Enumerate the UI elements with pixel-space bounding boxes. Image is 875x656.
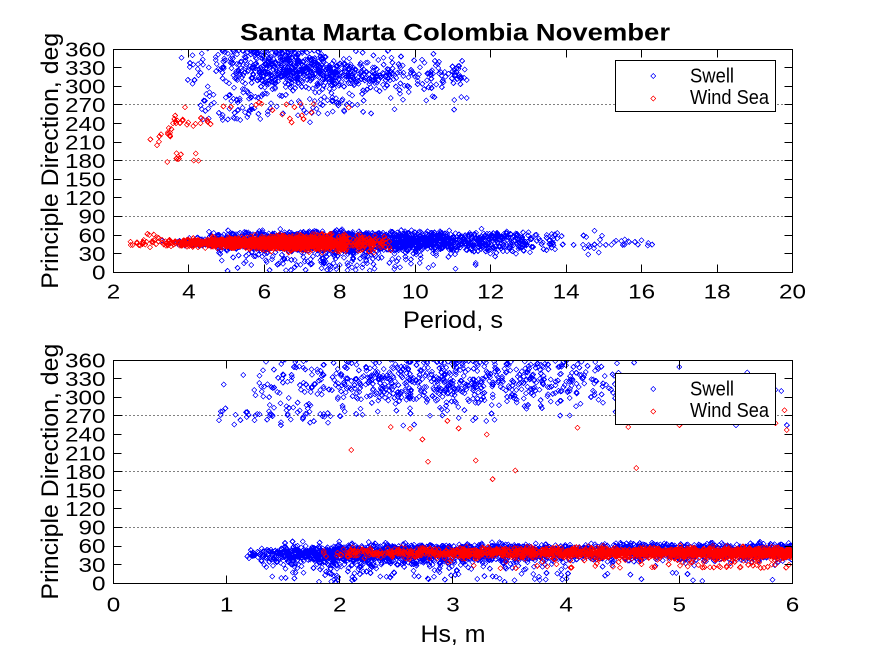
svg-text:60: 60 xyxy=(79,225,106,247)
svg-text:360: 360 xyxy=(65,39,106,61)
svg-text:240: 240 xyxy=(65,425,106,447)
svg-text:Principle Direction, deg: Principle Direction, deg xyxy=(37,33,64,289)
svg-text:Swell: Swell xyxy=(690,65,734,87)
svg-text:330: 330 xyxy=(65,369,106,391)
svg-text:Hs, m: Hs, m xyxy=(421,621,486,648)
svg-text:120: 120 xyxy=(65,188,106,210)
svg-text:300: 300 xyxy=(65,388,106,410)
svg-text:210: 210 xyxy=(65,132,106,154)
svg-text:30: 30 xyxy=(79,244,106,266)
svg-text:10: 10 xyxy=(402,282,429,304)
svg-text:2: 2 xyxy=(107,282,121,304)
svg-text:Principle Direction, deg: Principle Direction, deg xyxy=(37,344,64,600)
svg-text:2: 2 xyxy=(333,595,347,617)
svg-text:180: 180 xyxy=(65,462,106,484)
svg-text:Santa Marta Colombia November: Santa Marta Colombia November xyxy=(240,20,670,47)
svg-text:0: 0 xyxy=(92,263,106,285)
svg-text:3: 3 xyxy=(446,595,460,617)
svg-text:120: 120 xyxy=(65,499,106,521)
svg-text:14: 14 xyxy=(553,282,580,304)
svg-text:5: 5 xyxy=(673,595,687,617)
svg-text:60: 60 xyxy=(79,536,106,558)
svg-text:8: 8 xyxy=(333,282,347,304)
svg-text:Wind Sea: Wind Sea xyxy=(690,400,770,422)
svg-text:20: 20 xyxy=(779,282,806,304)
svg-text:6: 6 xyxy=(786,595,800,617)
svg-text:12: 12 xyxy=(477,282,504,304)
svg-text:4: 4 xyxy=(559,595,573,617)
svg-text:270: 270 xyxy=(65,406,106,428)
svg-text:30: 30 xyxy=(79,555,106,577)
svg-text:240: 240 xyxy=(65,114,106,136)
svg-text:270: 270 xyxy=(65,95,106,117)
svg-text:90: 90 xyxy=(79,518,106,540)
svg-text:210: 210 xyxy=(65,443,106,465)
svg-text:Period, s: Period, s xyxy=(403,307,503,334)
svg-text:0: 0 xyxy=(92,573,106,595)
svg-text:180: 180 xyxy=(65,151,106,173)
svg-text:Swell: Swell xyxy=(690,378,734,400)
svg-text:90: 90 xyxy=(79,207,106,229)
svg-text:18: 18 xyxy=(704,282,731,304)
svg-text:6: 6 xyxy=(258,282,272,304)
svg-text:150: 150 xyxy=(65,480,106,502)
svg-text:4: 4 xyxy=(182,282,196,304)
svg-text:16: 16 xyxy=(628,282,655,304)
svg-text:Wind Sea: Wind Sea xyxy=(690,87,770,109)
svg-text:300: 300 xyxy=(65,77,106,99)
svg-text:360: 360 xyxy=(65,350,106,372)
svg-text:1: 1 xyxy=(220,595,234,617)
svg-text:0: 0 xyxy=(107,595,121,617)
svg-text:150: 150 xyxy=(65,170,106,192)
svg-text:330: 330 xyxy=(65,58,106,80)
